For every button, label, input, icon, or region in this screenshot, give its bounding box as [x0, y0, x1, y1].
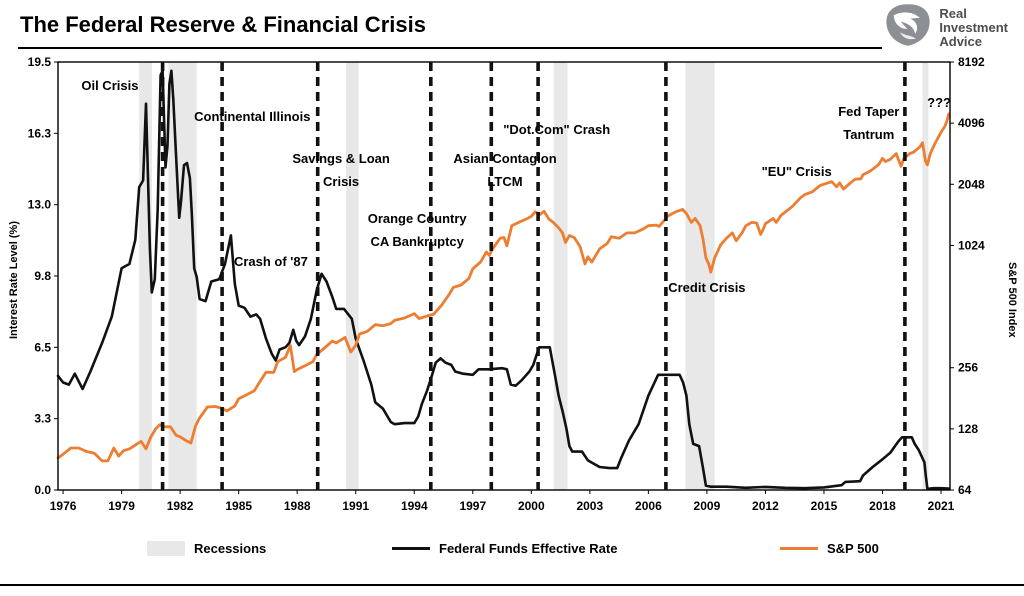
eagle-logo-icon — [884, 3, 932, 52]
y-right-tick-label: 2048 — [958, 177, 985, 191]
x-tick-label: 1997 — [459, 499, 486, 513]
left-axis-label: Interest Rate Level (%) — [8, 221, 20, 339]
brand-line-2: Investment — [939, 19, 1008, 35]
y-right-tick-label: 64 — [958, 483, 972, 497]
y-left-tick-label: 3.3 — [34, 412, 51, 426]
x-tick-label: 1994 — [401, 499, 428, 513]
x-tick-label: 1988 — [284, 499, 311, 513]
recession-band — [922, 62, 929, 490]
legend-label: Federal Funds Effective Rate — [439, 540, 618, 556]
x-tick-label: 2000 — [518, 499, 545, 513]
annotation-label: ??? — [927, 95, 951, 110]
annotation-label: Savings & Loan — [292, 151, 390, 166]
brand-name: Real Investment Advice — [939, 5, 1008, 49]
annotation-label: Crash of '87 — [234, 254, 308, 269]
fed-funds-line — [56, 69, 951, 491]
x-tick-label: 1976 — [50, 499, 77, 513]
y-left-tick-label: 19.5 — [28, 55, 52, 69]
annotation-label: "EU" Crisis — [762, 164, 832, 179]
chart-title: The Federal Reserve & Financial Crisis — [20, 12, 426, 37]
x-tick-label: 1985 — [225, 499, 252, 513]
annotation-label: CA Bankruptcy — [370, 234, 464, 249]
legend-item-sp500: S&P 500 — [780, 539, 879, 557]
brand-line-3: Advice — [939, 33, 982, 49]
legend-item-recessions: Recessions — [147, 539, 266, 557]
x-tick-label: 1979 — [108, 499, 135, 513]
annotation-label: Asian Contagion — [453, 151, 556, 166]
legend-label: Recessions — [194, 540, 267, 556]
annotation-label: Fed Taper — [838, 104, 899, 119]
brand-logo: Real Investment Advice — [882, 3, 1010, 52]
annotation-label: Oil Crisis — [81, 78, 138, 93]
annotation-label: "Dot.Com" Crash — [503, 122, 610, 137]
recession-band — [685, 62, 715, 490]
x-tick-label: 2009 — [694, 499, 721, 513]
y-left-tick-label: 16.3 — [28, 126, 52, 140]
sp500-line — [56, 112, 951, 463]
annotation-label: Orange Country — [368, 211, 468, 226]
x-tick-label: 2015 — [811, 499, 838, 513]
y-right-tick-label: 8192 — [958, 55, 985, 69]
x-tick-label: 1982 — [167, 499, 194, 513]
annotation-label: LTCM — [487, 174, 522, 189]
brand-line-1: Real — [939, 5, 967, 21]
recession-band — [346, 62, 359, 490]
annotation-label: Tantrum — [843, 127, 894, 142]
bottom-divider — [0, 584, 1024, 586]
x-tick-label: 1991 — [342, 499, 369, 513]
y-right-tick-label: 128 — [958, 422, 978, 436]
recession-band — [168, 62, 197, 490]
x-tick-label: 2018 — [869, 499, 896, 513]
y-left-tick-label: 6.5 — [34, 340, 51, 354]
y-left-tick-label: 13.0 — [28, 198, 52, 212]
y-left-tick-label: 0.0 — [34, 483, 51, 497]
x-tick-label: 2021 — [928, 499, 955, 513]
y-right-tick-label: 1024 — [958, 238, 985, 252]
recessions-swatch — [147, 540, 185, 556]
right-axis-label: S&P 500 Index — [1006, 262, 1018, 338]
title-divider — [18, 47, 1006, 49]
sp500-swatch — [780, 546, 818, 550]
x-tick-label: 2012 — [752, 499, 779, 513]
x-tick-label: 2003 — [576, 499, 603, 513]
annotation-label: Credit Crisis — [668, 280, 745, 295]
legend-label: S&P 500 — [827, 540, 879, 556]
x-tick-label: 2006 — [635, 499, 662, 513]
legend-item-fed-funds: Federal Funds Effective Rate — [392, 539, 617, 557]
y-left-tick-label: 9.8 — [34, 269, 51, 283]
y-right-tick-label: 4096 — [958, 116, 985, 130]
fed-funds-swatch — [392, 546, 430, 550]
annotation-label: Continental Illinois — [194, 109, 310, 124]
y-right-tick-label: 256 — [958, 361, 978, 375]
annotation-label: Crisis — [323, 174, 359, 189]
